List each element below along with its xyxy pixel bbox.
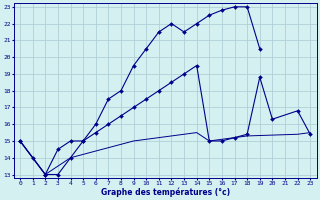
X-axis label: Graphe des températures (°c): Graphe des températures (°c) bbox=[100, 187, 230, 197]
